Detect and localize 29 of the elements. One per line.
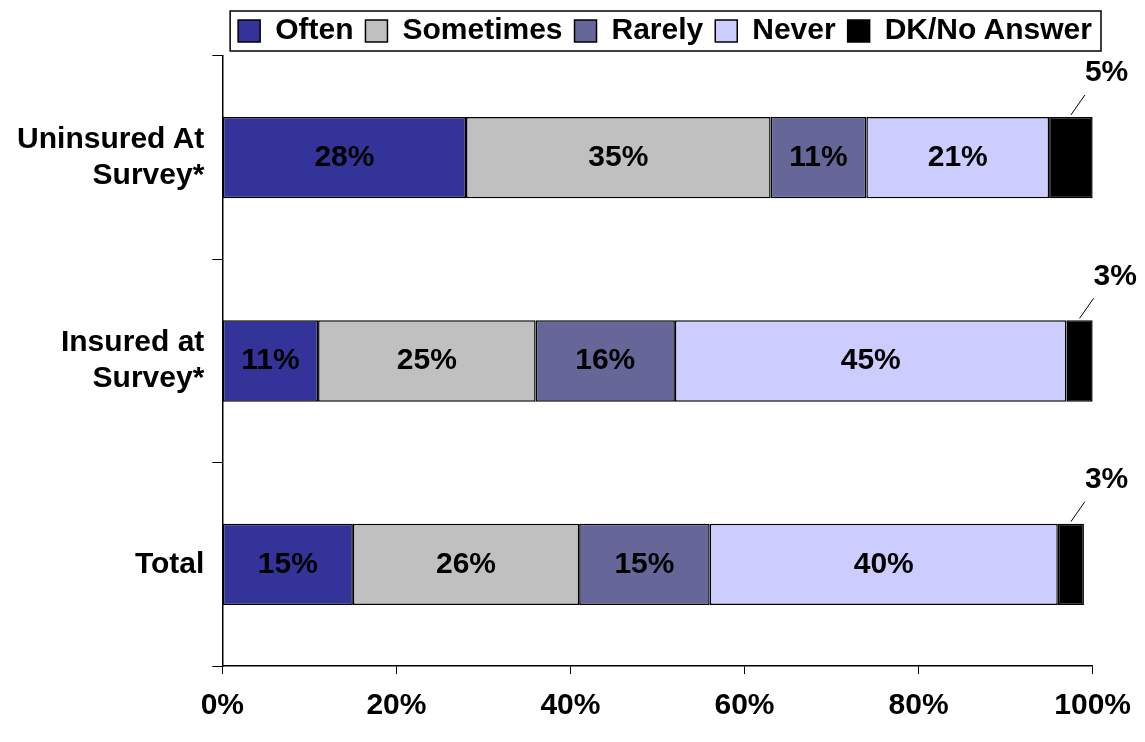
legend-label: Often (275, 12, 354, 46)
x-tick-label: 100% (1054, 687, 1131, 721)
data-label: 45% (840, 342, 901, 376)
y-tick-label: Insured at Survey* (60, 324, 205, 394)
x-tick-label: 40% (540, 687, 601, 721)
y-tick-label: Uninsured At Survey* (17, 120, 205, 190)
data-label: 11% (241, 342, 300, 376)
data-label: 35% (588, 138, 649, 172)
legend-label: Sometimes (402, 12, 563, 46)
data-label: 3% (1093, 257, 1137, 291)
legend-label: Never (752, 12, 836, 46)
data-label: 15% (257, 545, 318, 579)
y-tick-label: Total (134, 545, 205, 579)
legend-label: Rarely (611, 12, 704, 46)
data-label: 28% (314, 138, 375, 172)
data-label: 26% (436, 545, 497, 579)
data-label: 40% (853, 545, 914, 579)
data-label: 25% (396, 342, 457, 376)
data-label: 15% (614, 545, 675, 579)
x-tick-label: 80% (888, 687, 949, 721)
data-label: 5% (1084, 54, 1129, 88)
data-label: 3% (1084, 460, 1129, 494)
legend-label: DK/No Answer (884, 12, 1093, 46)
data-label: 11% (789, 138, 848, 172)
data-label: 16% (575, 342, 636, 376)
x-tick-label: 60% (714, 687, 775, 721)
x-tick-label: 0% (200, 687, 245, 721)
x-tick-label: 20% (366, 687, 427, 721)
data-label: 21% (927, 138, 988, 172)
